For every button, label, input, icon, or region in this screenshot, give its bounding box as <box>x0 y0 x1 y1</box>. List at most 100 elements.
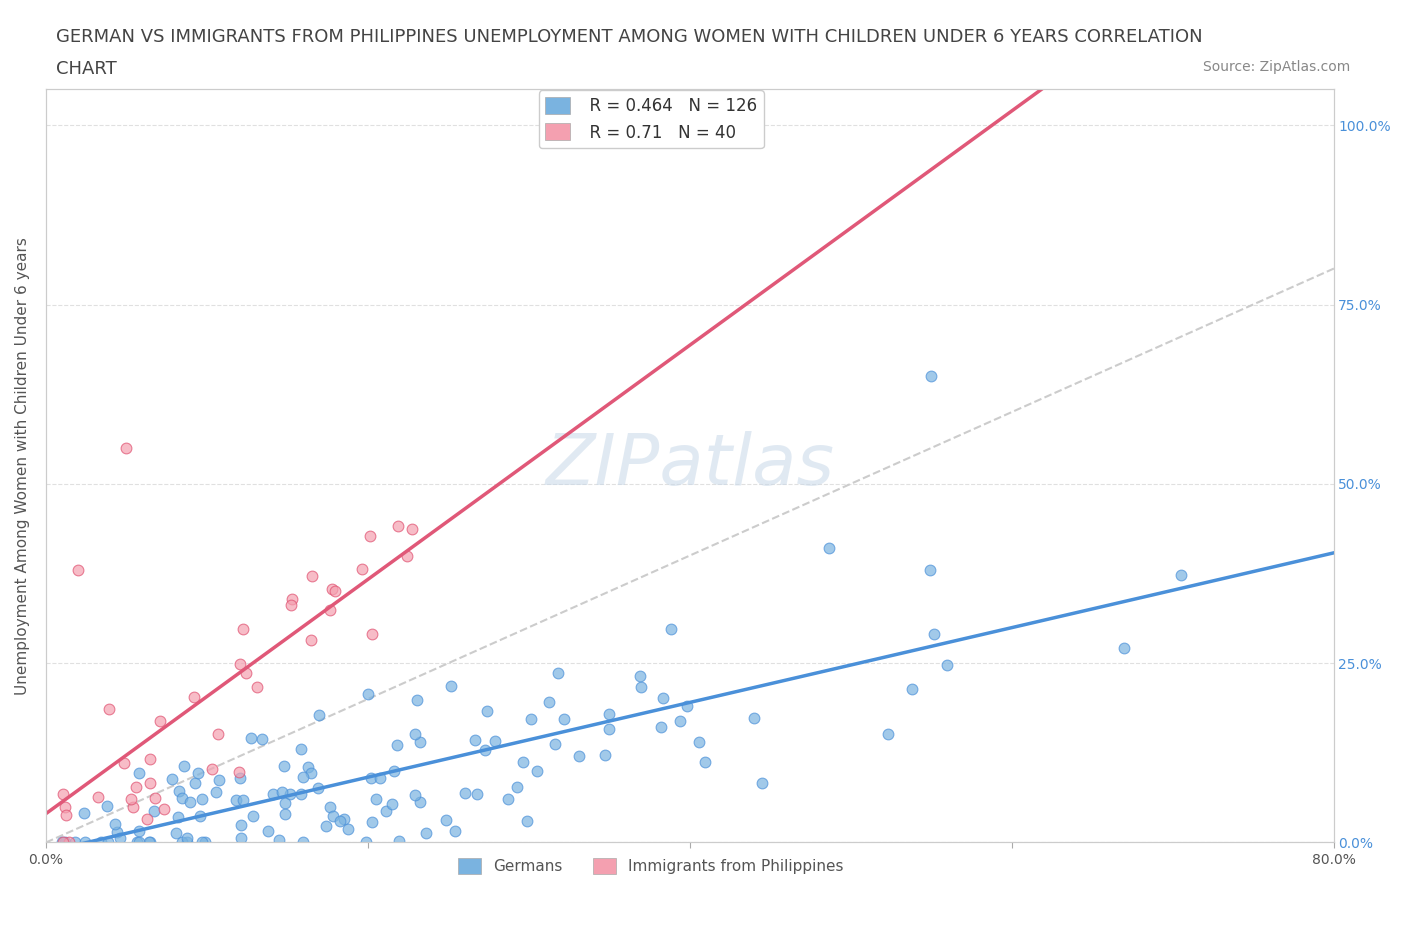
Point <box>359 529 381 544</box>
Point <box>232 621 254 636</box>
Point <box>190 808 212 823</box>
Point <box>434 813 457 828</box>
Point <box>98 701 121 716</box>
Point <box>128 765 150 780</box>
Point <box>149 714 172 729</box>
Text: GERMAN VS IMMIGRANTS FROM PHILIPPINES UNEMPLOYMENT AMONG WOMEN WITH CHILDREN UND: GERMAN VS IMMIGRANTS FROM PHILIPPINES UN… <box>56 28 1204 46</box>
Point <box>51 835 73 850</box>
Point <box>742 711 765 725</box>
Point <box>179 794 201 809</box>
Point <box>333 811 356 826</box>
Point <box>396 549 419 564</box>
Point <box>228 770 250 785</box>
Point <box>138 751 160 766</box>
Point <box>232 792 254 807</box>
Point <box>176 835 198 850</box>
Point <box>415 826 437 841</box>
Point <box>139 776 162 790</box>
Point <box>274 796 297 811</box>
Point <box>315 818 337 833</box>
Point <box>360 815 382 830</box>
Point <box>153 802 176 817</box>
Point <box>688 734 710 749</box>
Point <box>270 784 292 799</box>
Legend: Germans, Immigrants from Philippines: Germans, Immigrants from Philippines <box>453 852 851 880</box>
Point <box>122 799 145 814</box>
Point <box>920 369 942 384</box>
Point <box>96 799 118 814</box>
Point <box>58 835 80 850</box>
Point <box>669 713 692 728</box>
Point <box>167 809 190 824</box>
Point <box>207 726 229 741</box>
Point <box>142 804 165 818</box>
Point <box>323 583 346 598</box>
Point <box>115 441 138 456</box>
Point <box>176 830 198 845</box>
Point <box>229 830 252 845</box>
Point <box>205 784 228 799</box>
Point <box>520 712 543 727</box>
Point <box>297 759 319 774</box>
Point <box>496 791 519 806</box>
Point <box>368 771 391 786</box>
Point <box>67 563 90 578</box>
Point <box>628 669 651 684</box>
Point <box>406 693 429 708</box>
Point <box>751 776 773 790</box>
Point <box>75 835 97 850</box>
Point <box>229 817 252 832</box>
Point <box>273 758 295 773</box>
Point <box>817 540 839 555</box>
Point <box>388 833 411 848</box>
Point <box>1114 640 1136 655</box>
Point <box>356 835 378 850</box>
Point <box>292 769 315 784</box>
Point <box>512 754 534 769</box>
Point <box>262 787 284 802</box>
Point <box>477 704 499 719</box>
Point <box>299 765 322 780</box>
Point <box>170 790 193 805</box>
Point <box>440 679 463 694</box>
Point <box>55 808 77 823</box>
Point <box>553 711 575 726</box>
Point <box>693 755 716 770</box>
Point <box>52 835 75 850</box>
Point <box>290 741 312 756</box>
Point <box>659 621 682 636</box>
Point <box>235 665 257 680</box>
Point <box>900 682 922 697</box>
Point <box>136 811 159 826</box>
Point <box>246 679 269 694</box>
Point <box>267 832 290 847</box>
Point <box>291 835 314 850</box>
Point <box>290 787 312 802</box>
Point <box>319 603 342 618</box>
Point <box>357 686 380 701</box>
Point <box>128 835 150 850</box>
Point <box>360 626 382 641</box>
Point <box>105 824 128 839</box>
Point <box>97 835 120 850</box>
Point <box>374 804 396 818</box>
Point <box>526 764 548 778</box>
Point <box>90 835 112 850</box>
Point <box>274 806 297 821</box>
Point <box>651 691 673 706</box>
Point <box>321 582 343 597</box>
Point <box>464 733 486 748</box>
Point <box>598 722 620 737</box>
Point <box>404 726 426 741</box>
Point <box>166 826 188 841</box>
Point <box>173 758 195 773</box>
Point <box>73 805 96 820</box>
Y-axis label: Unemployment Among Women with Children Under 6 years: Unemployment Among Women with Children U… <box>15 237 30 695</box>
Point <box>183 689 205 704</box>
Point <box>53 800 76 815</box>
Point <box>465 787 488 802</box>
Point <box>299 632 322 647</box>
Point <box>676 698 699 713</box>
Point <box>593 748 616 763</box>
Point <box>125 780 148 795</box>
